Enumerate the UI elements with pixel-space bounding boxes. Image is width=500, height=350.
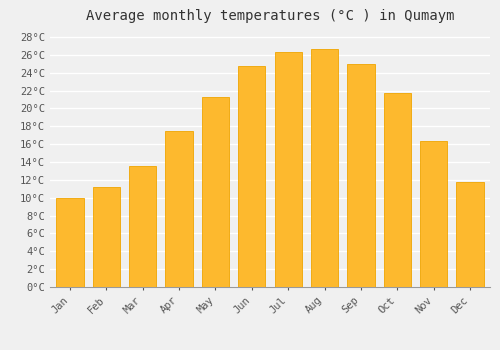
Title: Average monthly temperatures (°C ) in Qumaym: Average monthly temperatures (°C ) in Qu… xyxy=(86,9,454,23)
Bar xyxy=(202,97,229,287)
Bar xyxy=(129,167,156,287)
Bar xyxy=(274,52,302,287)
Bar xyxy=(166,131,192,287)
Bar xyxy=(420,141,448,287)
Bar xyxy=(384,93,411,287)
Bar xyxy=(456,182,483,287)
Bar xyxy=(238,65,266,287)
Bar xyxy=(348,64,374,287)
Bar xyxy=(92,187,120,287)
Bar xyxy=(56,198,84,287)
Bar xyxy=(311,49,338,287)
